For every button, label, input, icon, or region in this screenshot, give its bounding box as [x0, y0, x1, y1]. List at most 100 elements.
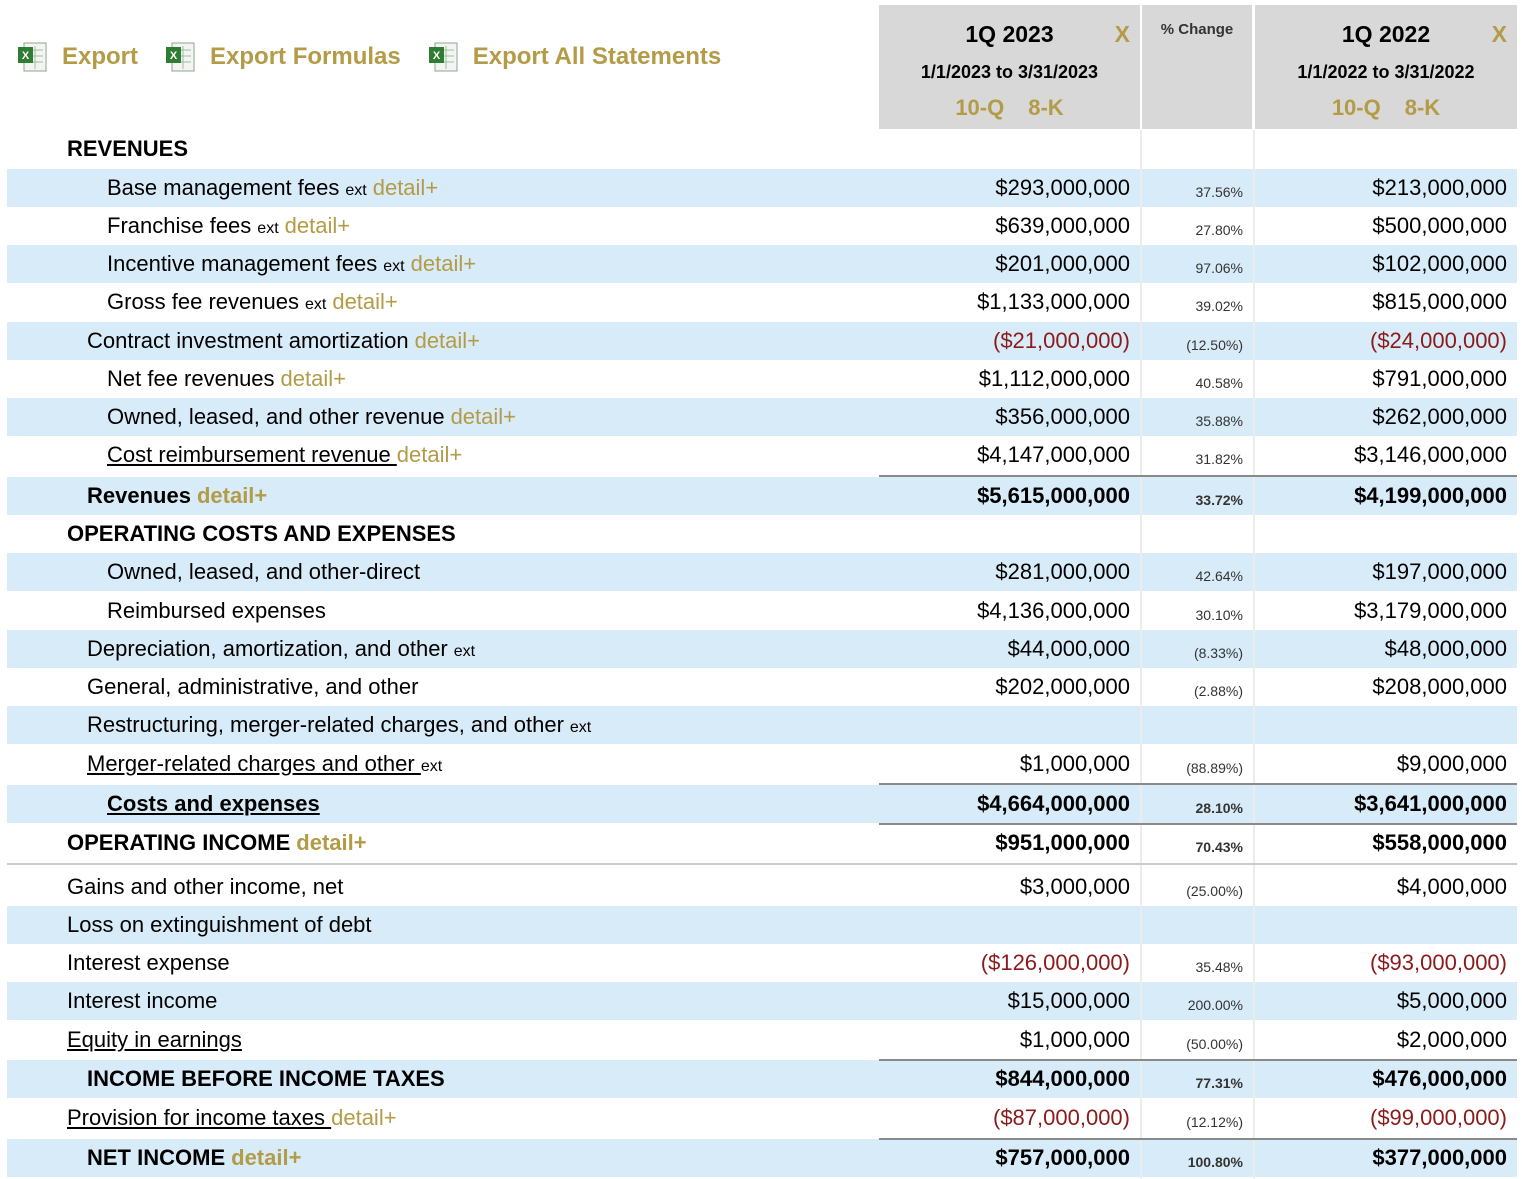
remove-column-button[interactable]: X [1491, 21, 1507, 47]
column-title: % Change [1160, 21, 1234, 38]
detail-link[interactable]: detail+ [332, 289, 398, 314]
table-row: General, administrative, and other $202,… [7, 668, 1517, 706]
column-divider [1253, 130, 1255, 1179]
detail-link[interactable]: detail+ [331, 1105, 397, 1130]
pct-change: 30.10% [1195, 607, 1243, 623]
ext-tag[interactable]: ext [345, 182, 367, 199]
value-1q-2022: $558,000,000 [1372, 830, 1507, 855]
value-1q-2023: $356,000,000 [995, 404, 1130, 429]
ext-tag[interactable]: ext [569, 719, 592, 736]
value-1q-2022: ($99,000,000) [1370, 1105, 1507, 1130]
total-row-costs: Costs and expenses $4,664,000,000 28.10%… [7, 785, 1517, 823]
value-1q-2023: $757,000,000 [995, 1145, 1130, 1170]
detail-link[interactable]: detail+ [284, 213, 351, 238]
detail-link[interactable]: detail+ [280, 366, 346, 391]
export-label: Export [62, 43, 139, 70]
column-header-1q-2022: 1Q 2022 X 1/1/2022 to 3/31/2022 10-Q 8-K [1255, 5, 1517, 129]
row-label: Contract investment amortization [87, 328, 409, 353]
value-1q-2022: $102,000,000 [1372, 251, 1507, 276]
row-label: Interest expense [67, 950, 230, 975]
row-label: OPERATING INCOME [67, 830, 291, 855]
value-1q-2023: $5,615,000,000 [977, 483, 1130, 508]
value-1q-2023: $4,136,000,000 [977, 598, 1130, 623]
row-label: Merger-related charges and other [87, 751, 421, 776]
row-label: General, administrative, and other [87, 674, 419, 699]
value-1q-2022: $3,146,000,000 [1354, 442, 1507, 467]
row-label: Costs and expenses [107, 791, 320, 816]
pct-change: 27.80% [1195, 222, 1243, 238]
export-formulas-button[interactable]: X Export Formulas [164, 40, 401, 74]
detail-link[interactable]: detail+ [231, 1145, 302, 1170]
ext-tag[interactable]: ext [383, 258, 405, 275]
total-row-income-before-taxes: INCOME BEFORE INCOME TAXES $844,000,000 … [7, 1060, 1517, 1098]
ext-tag[interactable]: ext [420, 758, 443, 775]
row-label: Net fee revenues [107, 366, 275, 391]
column-date-range: 1/1/2023 to 3/31/2023 [920, 62, 1099, 82]
table-row: Incentive management fees ext detail+ $201… [7, 245, 1517, 283]
export-button[interactable]: X Export [16, 40, 138, 74]
row-label: Revenues [87, 483, 191, 508]
value-1q-2023: ($87,000,000) [993, 1105, 1130, 1130]
8k-link[interactable]: 8-K [1404, 95, 1441, 120]
10q-link[interactable]: 10-Q [1331, 95, 1381, 120]
pct-change: 35.88% [1195, 413, 1243, 429]
pct-change: 40.58% [1195, 375, 1243, 391]
ext-tag[interactable]: ext [453, 643, 476, 660]
svg-text:X: X [433, 50, 441, 62]
ext-tag[interactable]: ext [304, 296, 327, 313]
column-date-range: 1/1/2022 to 3/31/2022 [1297, 62, 1475, 82]
remove-column-button[interactable]: X [1114, 21, 1130, 47]
value-1q-2022: $5,000,000 [1396, 988, 1507, 1013]
export-all-statements-button[interactable]: X Export All Statements [427, 40, 721, 74]
row-label: Provision for income taxes [67, 1105, 332, 1130]
pct-change: 37.56% [1195, 184, 1243, 200]
excel-icon: X [16, 40, 48, 74]
pct-change: (12.50%) [1186, 337, 1243, 353]
section-rule [7, 863, 1517, 865]
row-label: Loss on extinguishment of debt [67, 912, 372, 937]
detail-link[interactable]: detail+ [414, 328, 481, 353]
detail-link[interactable]: detail+ [410, 251, 477, 276]
table-row: Gains and other income, net $3,000,000 (… [7, 868, 1517, 906]
row-label: Base management fees [107, 175, 340, 200]
table-row: Contract investment amortization detail+ … [7, 322, 1517, 360]
10q-link[interactable]: 10-Q [955, 95, 1005, 120]
table-row: Net fee revenues detail+ $1,112,000,000 4… [7, 360, 1517, 398]
row-label: Owned, leased, and other revenue [107, 404, 445, 429]
row-label: Gains and other income, net [67, 874, 344, 899]
detail-link[interactable]: detail+ [450, 404, 517, 429]
value-1q-2023: $1,000,000 [1019, 1027, 1130, 1052]
table-row: Owned, leased, and other revenue detail+ … [7, 398, 1517, 436]
table-row: Owned, leased, and other-direct $281,000… [7, 553, 1517, 591]
row-label: Gross fee revenues [107, 289, 299, 314]
value-1q-2023: $201,000,000 [995, 251, 1130, 276]
detail-link[interactable]: detail+ [296, 830, 367, 855]
filing-links: 10-Q 8-K [879, 95, 1140, 121]
row-label: Reimbursed expenses [107, 598, 326, 623]
table-row: Interest income $15,000,000 200.00% $5,0… [7, 982, 1517, 1020]
row-label: Cost reimbursement revenue [107, 442, 397, 467]
section-header-operating-costs: OPERATING COSTS AND EXPENSES [67, 521, 456, 546]
row-label: INCOME BEFORE INCOME TAXES [87, 1066, 445, 1091]
value-1q-2022: $4,000,000 [1396, 874, 1507, 899]
table-row: Equity in earnings $1,000,000 (50.00%) $… [7, 1021, 1517, 1059]
pct-change: 33.72% [1195, 492, 1243, 508]
export-formulas-label: Export Formulas [210, 43, 401, 70]
value-1q-2023: $1,133,000,000 [977, 289, 1130, 314]
value-1q-2022: $4,199,000,000 [1354, 483, 1507, 508]
detail-link[interactable]: detail+ [372, 175, 439, 200]
row-label: Owned, leased, and other-direct [107, 559, 421, 584]
row-label: NET INCOME [87, 1145, 226, 1170]
value-1q-2022: $3,179,000,000 [1354, 598, 1507, 623]
table-row: Restructuring, merger-related charges, a… [7, 706, 1517, 744]
8k-link[interactable]: 8-K [1028, 95, 1064, 120]
detail-link[interactable]: detail+ [196, 483, 268, 508]
value-1q-2022: ($93,000,000) [1370, 950, 1507, 975]
value-1q-2022: $476,000,000 [1372, 1066, 1507, 1091]
value-1q-2023: $202,000,000 [995, 674, 1130, 699]
column-title: 1Q 2023 [965, 21, 1054, 47]
total-rule [879, 475, 1517, 477]
detail-link[interactable]: detail+ [396, 442, 463, 467]
ext-tag[interactable]: ext [257, 220, 279, 237]
column-header-1q-2023: 1Q 2023 X 1/1/2023 to 3/31/2023 10-Q 8-K [879, 5, 1140, 129]
